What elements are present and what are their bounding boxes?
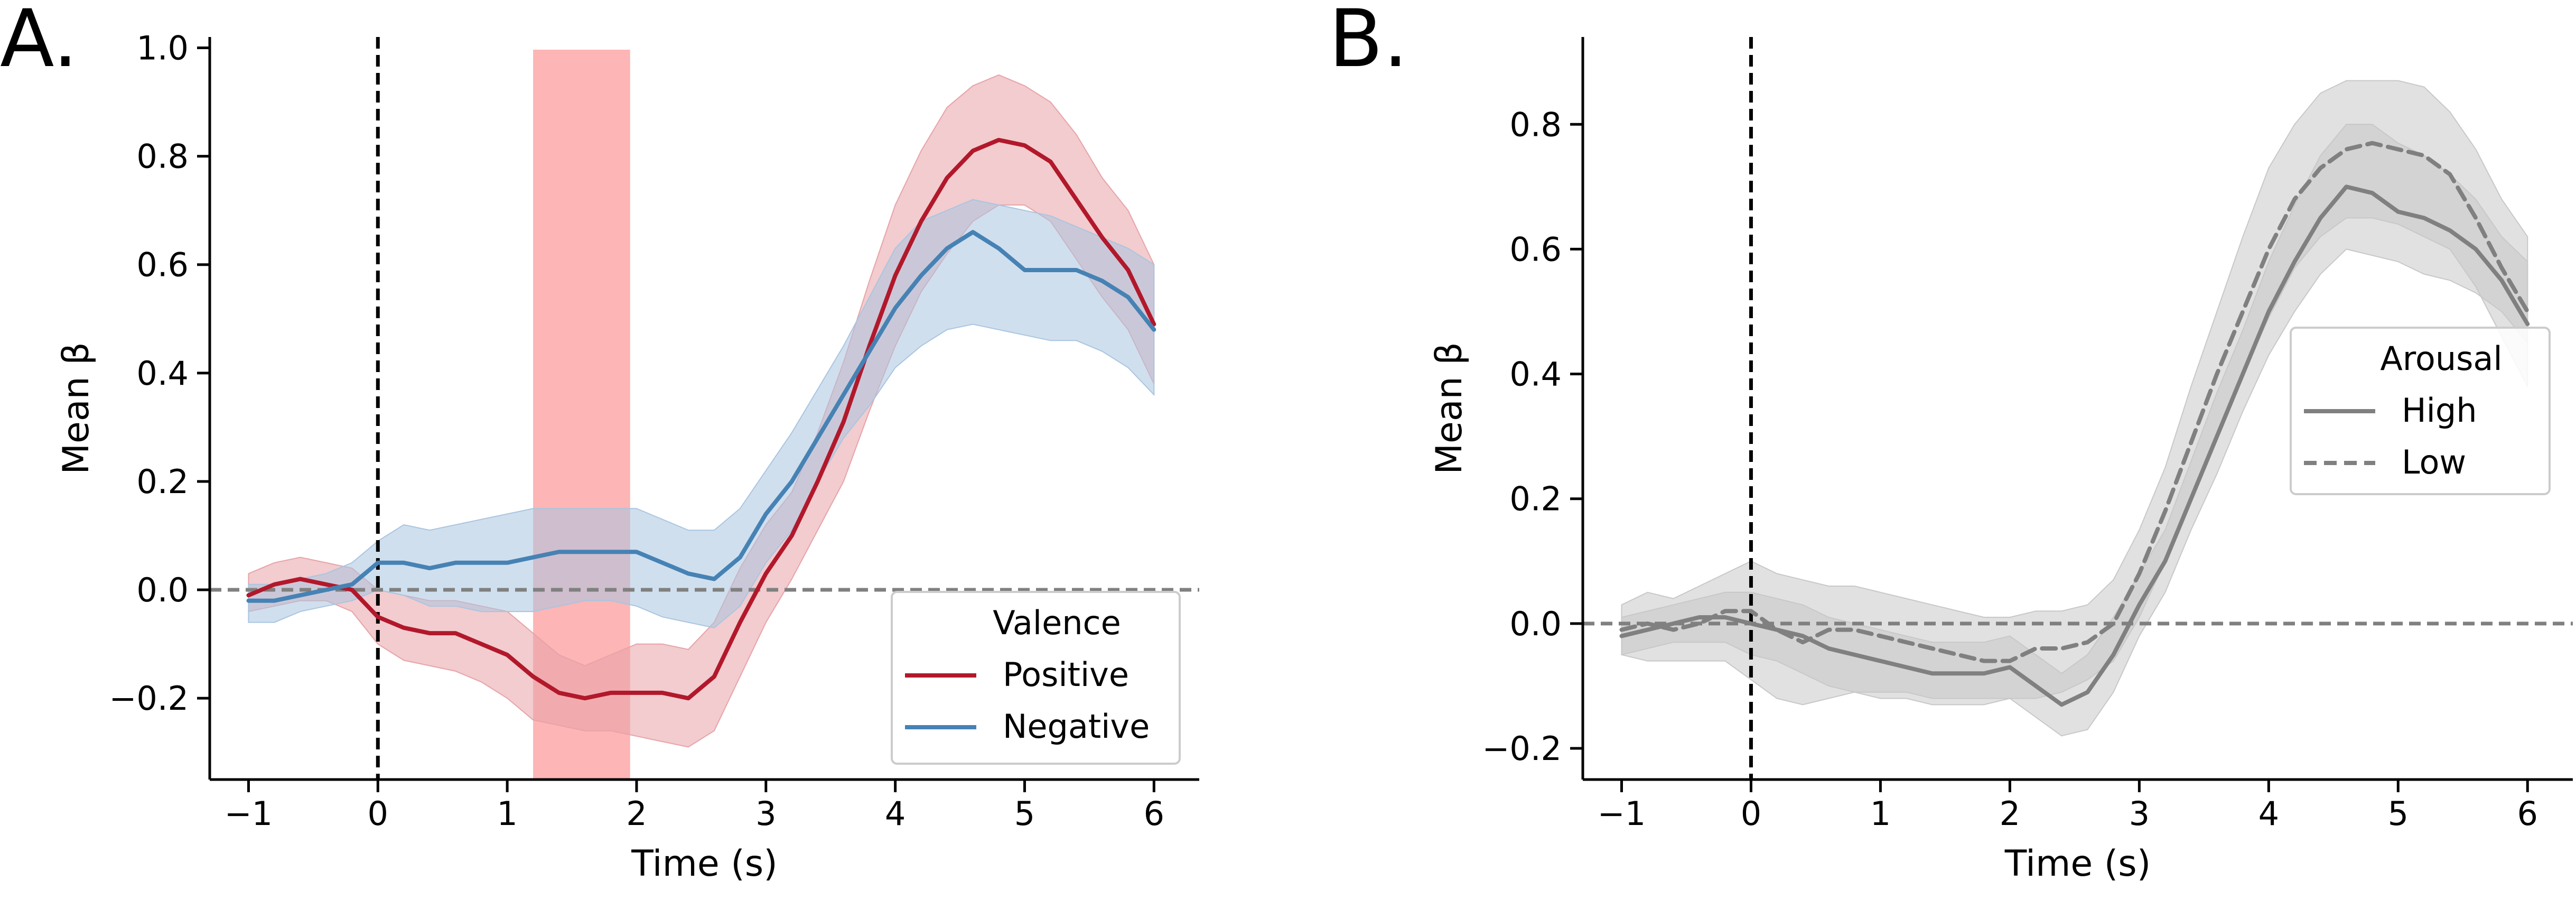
y-tick-label: −0.2 [1482, 729, 1562, 768]
y-tick-label: 0.6 [1509, 230, 1562, 268]
y-axis-label: Mean β [1429, 342, 1470, 474]
y-tick-label: 0.4 [1509, 355, 1562, 394]
y-tick-label: 1.0 [136, 29, 189, 68]
legend-box [2290, 327, 2551, 495]
panel-label: B. [1329, 0, 1408, 85]
y-tick-label: 0.2 [136, 462, 189, 501]
series-line-negative [246, 230, 1156, 603]
y-tick-label: 0.8 [136, 137, 189, 176]
legend-box [891, 591, 1181, 765]
legend: Arousal High Low [2290, 327, 2551, 495]
y-tick-label: 0.6 [136, 246, 189, 284]
x-tick-label: 6 [1144, 794, 1164, 833]
y-tick-label: 0.0 [136, 571, 189, 609]
legend-title: Arousal [2380, 339, 2502, 378]
band-negative [248, 199, 1155, 628]
x-tick-label: −1 [1598, 794, 1646, 833]
x-tick-label: 4 [885, 794, 906, 833]
panel-a: −1 0 1 2 3 4 5 6 −0.2 0.0 0.2 0.4 0.6 0.8 1.0 Time (s) M… [0, 0, 1199, 885]
y-axis-label: Mean β [55, 342, 97, 474]
series-line-low [1619, 141, 2530, 663]
x-tick-label: 0 [1741, 794, 1761, 833]
x-tick-label: 0 [368, 794, 388, 833]
x-tick-label: 3 [755, 794, 776, 833]
y-tick-label: 0.8 [1509, 105, 1562, 144]
panel-b: −1 0 1 2 3 4 5 6 −0.2 0.0 0.2 0.4 0.6 0.8 Time (s) Mean… [1329, 0, 2573, 885]
y-tick-label: −0.2 [109, 679, 189, 718]
y-tick-label: 0.2 [1509, 480, 1562, 518]
x-tick-label: 6 [2517, 794, 2538, 833]
x-tick-label: 2 [626, 794, 647, 833]
x-tick-label: 3 [2129, 794, 2150, 833]
x-axis-label: Time (s) [2004, 843, 2151, 885]
series-line-positive [246, 137, 1156, 701]
legend: Valence Positive Negative [891, 591, 1181, 765]
x-tick-label: 2 [2000, 794, 2020, 833]
legend-label-negative: Negative [1003, 707, 1150, 746]
x-tick-label: 5 [2388, 794, 2409, 833]
x-tick-label: 5 [1014, 794, 1035, 833]
legend-label-high: High [2402, 391, 2477, 430]
y-tick-label: 0.4 [136, 354, 189, 393]
x-tick-label: −1 [225, 794, 273, 833]
y-tick-label: 0.0 [1509, 605, 1562, 643]
legend-label-positive: Positive [1003, 655, 1129, 694]
x-tick-label: 1 [1870, 794, 1891, 833]
panel-label: A. [0, 0, 78, 85]
x-tick-label: 4 [2258, 794, 2279, 833]
x-axis-label: Time (s) [631, 843, 778, 885]
legend-title: Valence [993, 604, 1121, 642]
legend-label-low: Low [2402, 443, 2466, 481]
x-tick-label: 1 [497, 794, 517, 833]
